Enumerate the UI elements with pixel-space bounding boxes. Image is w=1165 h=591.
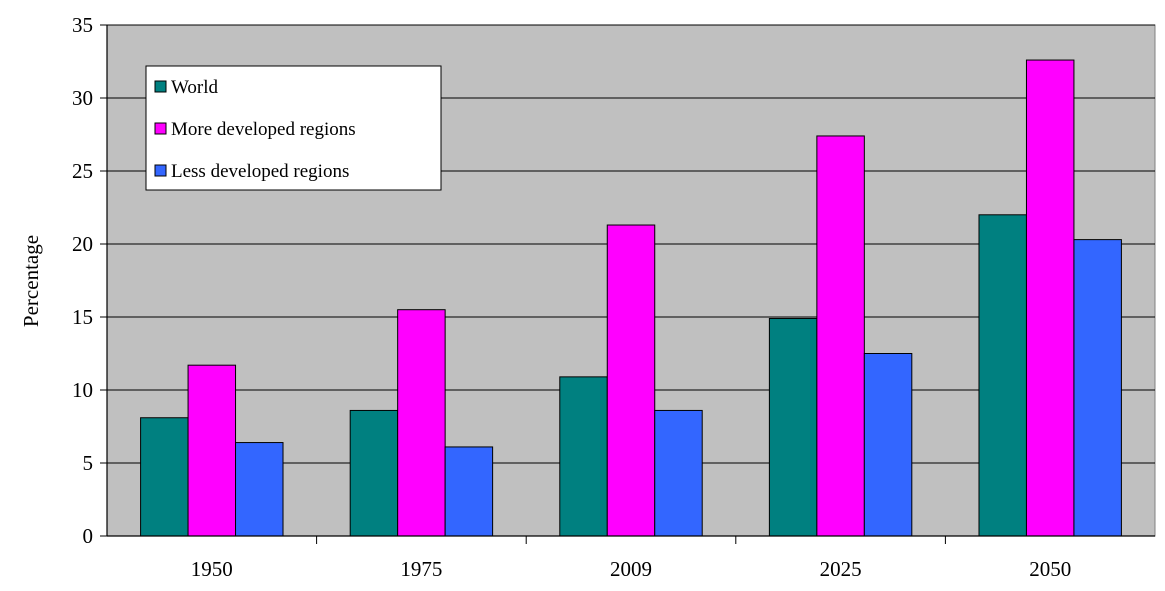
bar-less-developed-regions-1950 [235,442,284,537]
axes [106,25,1155,537]
bar-less-developed-regions-2025 [863,353,913,537]
bar-world-2009 [559,376,608,537]
y-tick-label: 25 [72,159,93,183]
y-tick-label: 20 [72,232,93,256]
legend-swatch [154,164,167,177]
legend-swatch [154,80,167,93]
bar-more-developed-regions-2009 [606,224,656,537]
bar-world-1950 [140,417,189,537]
x-tick-label: 1975 [400,557,442,581]
bar-more-developed-regions-2025 [816,135,865,537]
legend-box [145,65,442,191]
bars [140,59,1122,537]
x-tick-label: 2009 [610,557,652,581]
legend-swatch [154,122,167,135]
y-tick-label: 30 [72,86,93,110]
bar-more-developed-regions-1975 [397,309,446,537]
y-axis-title: Percentage [19,235,43,327]
bar-world-2025 [768,317,818,537]
bar-less-developed-regions-2009 [654,409,703,537]
y-tick-labels: 0 5 10 15 20 25 30 35 [72,13,93,548]
bar-less-developed-regions-1975 [444,446,494,537]
x-tick-label: 2050 [1029,557,1071,581]
bar-more-developed-regions-2050 [1025,59,1075,537]
bar-world-1975 [349,409,399,537]
y-tick-label: 35 [72,13,93,37]
legend: World More developed regions Less develope… [145,65,442,191]
x-tick-label: 2025 [820,557,862,581]
y-tick-label: 10 [72,378,93,402]
bar-world-2050 [978,214,1027,537]
legend-label: Less developed regions [171,161,349,182]
bar-less-developed-regions-2050 [1073,239,1122,537]
y-tick-label: 0 [83,524,94,548]
legend-label: World [171,77,219,98]
y-tick-label: 15 [72,305,93,329]
y-tick-label: 5 [83,451,94,475]
bar-more-developed-regions-1950 [187,364,237,537]
legend-label: More developed regions [171,119,356,140]
x-tick-labels: 1950 1975 2009 2025 2050 [191,557,1071,581]
x-tick-label: 1950 [191,557,233,581]
